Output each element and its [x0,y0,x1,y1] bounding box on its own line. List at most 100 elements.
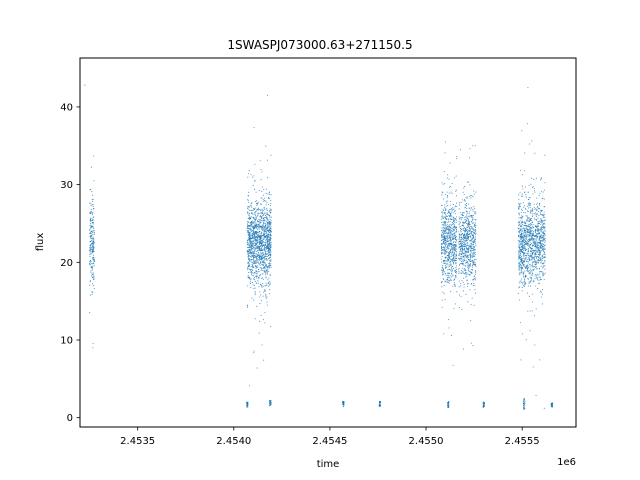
data-point [448,253,450,255]
data-point [90,271,92,273]
data-point [456,195,458,197]
data-point [542,289,544,291]
data-point [537,202,539,204]
data-point [254,250,256,252]
data-point [252,240,254,242]
data-point [456,156,458,158]
data-point [249,268,251,270]
data-point [459,258,461,260]
data-point [90,213,92,215]
data-point [255,246,257,249]
data-point [471,241,473,243]
data-point [452,254,454,256]
data-point [532,186,534,188]
data-point [268,252,270,254]
data-point [524,240,526,242]
data-point [262,261,264,263]
data-point [448,239,450,242]
data-point [446,215,448,218]
data-point [461,232,463,235]
data-point [524,186,527,188]
data-point [265,255,267,257]
data-point [544,242,546,244]
data-point [444,267,447,269]
data-point [540,259,542,261]
data-point [527,244,529,246]
data-point [267,223,269,225]
data-point [458,216,460,218]
data-point [268,236,270,238]
data-point [263,244,265,246]
data-point [532,269,534,271]
data-point [458,286,460,288]
data-point-low [269,404,271,406]
data-point [251,265,253,267]
data-point [91,232,93,235]
data-point [444,241,446,243]
data-point [540,290,542,292]
data-point [252,237,254,240]
data-point [526,219,528,221]
data-point [268,263,270,265]
data-point-low [483,403,485,405]
data-point [455,243,457,245]
data-point [541,303,544,305]
data-point [261,285,263,287]
data-point [448,235,451,237]
data-point [269,230,271,232]
data-point [525,254,527,256]
data-point [519,261,521,263]
data-point [522,285,525,287]
data-point [91,266,93,268]
data-point [450,270,453,272]
data-point [458,252,461,254]
data-point [90,244,92,246]
data-point [475,245,477,247]
data-point [474,232,476,235]
data-point [91,275,93,277]
data-point [262,244,264,247]
data-point [253,217,255,219]
data-point [264,217,267,219]
data-point [531,215,533,218]
data-point [269,240,271,242]
data-point [246,244,248,246]
data-point [444,250,446,252]
data-point [446,222,448,224]
data-point [539,259,541,261]
data-point [531,239,534,241]
data-point [540,178,542,180]
data-point [466,272,468,274]
data-point [443,260,446,262]
data-point [250,240,252,242]
data-point [269,250,271,252]
data-point [268,223,271,225]
data-point [544,226,546,228]
data-point [523,212,525,214]
data-point [442,252,444,254]
data-point [530,217,533,219]
data-point [249,244,251,246]
data-point [93,230,95,232]
data-point [460,250,462,252]
data-point [441,194,443,196]
data-point [266,218,268,220]
data-point [455,190,457,192]
data-point [540,177,542,179]
data-point [264,258,266,260]
data-point [472,260,474,262]
data-point [475,265,477,268]
data-point [246,220,248,222]
data-point [269,220,271,222]
data-point [532,225,534,227]
data-point-low [379,404,381,407]
data-point [528,202,530,204]
data-point [523,281,525,284]
data-point-low [482,402,485,405]
data-point [269,205,272,207]
data-point [460,231,462,233]
data-point [467,230,469,232]
data-point [92,211,94,213]
data-point [473,304,475,306]
data-point [257,225,259,227]
